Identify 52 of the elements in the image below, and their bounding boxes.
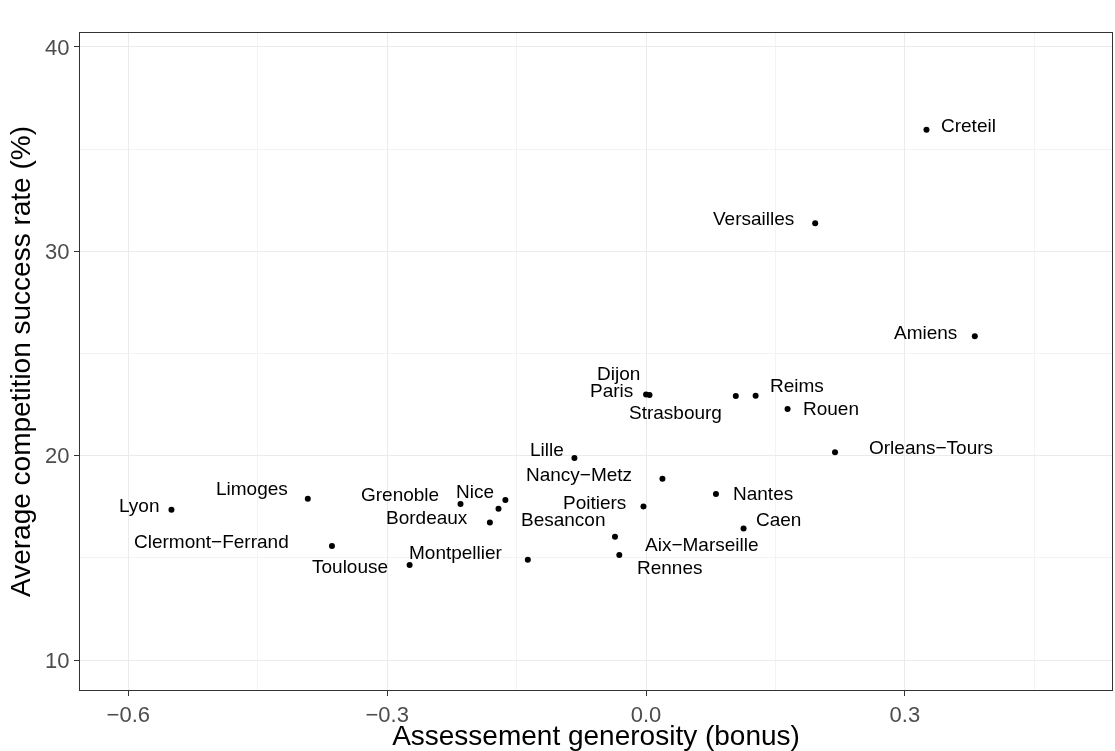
annotation: Rennes <box>637 557 703 578</box>
annotation: Reims <box>770 375 824 396</box>
point <box>611 533 618 540</box>
annotation: Strasbourg <box>629 402 722 423</box>
point <box>328 542 335 549</box>
annotation: Rouen <box>803 398 859 419</box>
point <box>502 497 509 504</box>
annotation: Grenoble <box>361 484 440 505</box>
point <box>712 490 719 497</box>
point <box>752 392 759 399</box>
x-tick-label: 0.0 <box>630 702 662 728</box>
point <box>740 525 747 532</box>
x-tick-label: −0.6 <box>106 702 151 728</box>
annotation: Nantes <box>733 483 794 504</box>
point <box>571 454 578 461</box>
point <box>812 220 819 227</box>
y-tick-label: 10 <box>45 647 70 673</box>
annotation: Amiens <box>894 322 958 343</box>
annotation: Versailles <box>713 208 795 229</box>
annotation: Lille <box>530 439 564 460</box>
y-tick-label: 40 <box>45 34 70 60</box>
point <box>486 519 493 526</box>
annotation: Dijon <box>597 363 641 384</box>
point <box>524 556 531 563</box>
point <box>971 333 978 340</box>
annotation: Nancy−Metz <box>526 464 633 485</box>
x-tick-label: 0.3 <box>889 702 921 728</box>
annotation: Clermont−Ferrand <box>134 531 289 552</box>
point <box>659 475 666 482</box>
point <box>304 495 311 502</box>
annotation: Caen <box>756 509 802 530</box>
y-axis-title: Average competition success rate (%) <box>4 125 36 598</box>
point <box>784 405 791 412</box>
point <box>495 505 502 512</box>
annotation: Lyon <box>119 495 160 516</box>
annotation: Limoges <box>216 478 288 499</box>
point <box>616 551 623 558</box>
annotation: Orleans−Tours <box>869 437 994 458</box>
annotation: Bordeaux <box>386 507 468 528</box>
annotation: Creteil <box>941 115 996 136</box>
point <box>457 500 464 507</box>
point <box>923 126 930 133</box>
point <box>168 506 175 513</box>
annotation: Aix−Marseille <box>645 534 759 555</box>
point <box>732 393 739 400</box>
annotation: Nice <box>456 481 495 502</box>
point <box>832 449 839 456</box>
annotation: Toulouse <box>312 556 389 577</box>
y-tick-label: 20 <box>45 443 70 469</box>
y-tick-label: 30 <box>45 239 70 265</box>
point <box>640 503 647 510</box>
annotation: Montpellier <box>409 542 503 563</box>
